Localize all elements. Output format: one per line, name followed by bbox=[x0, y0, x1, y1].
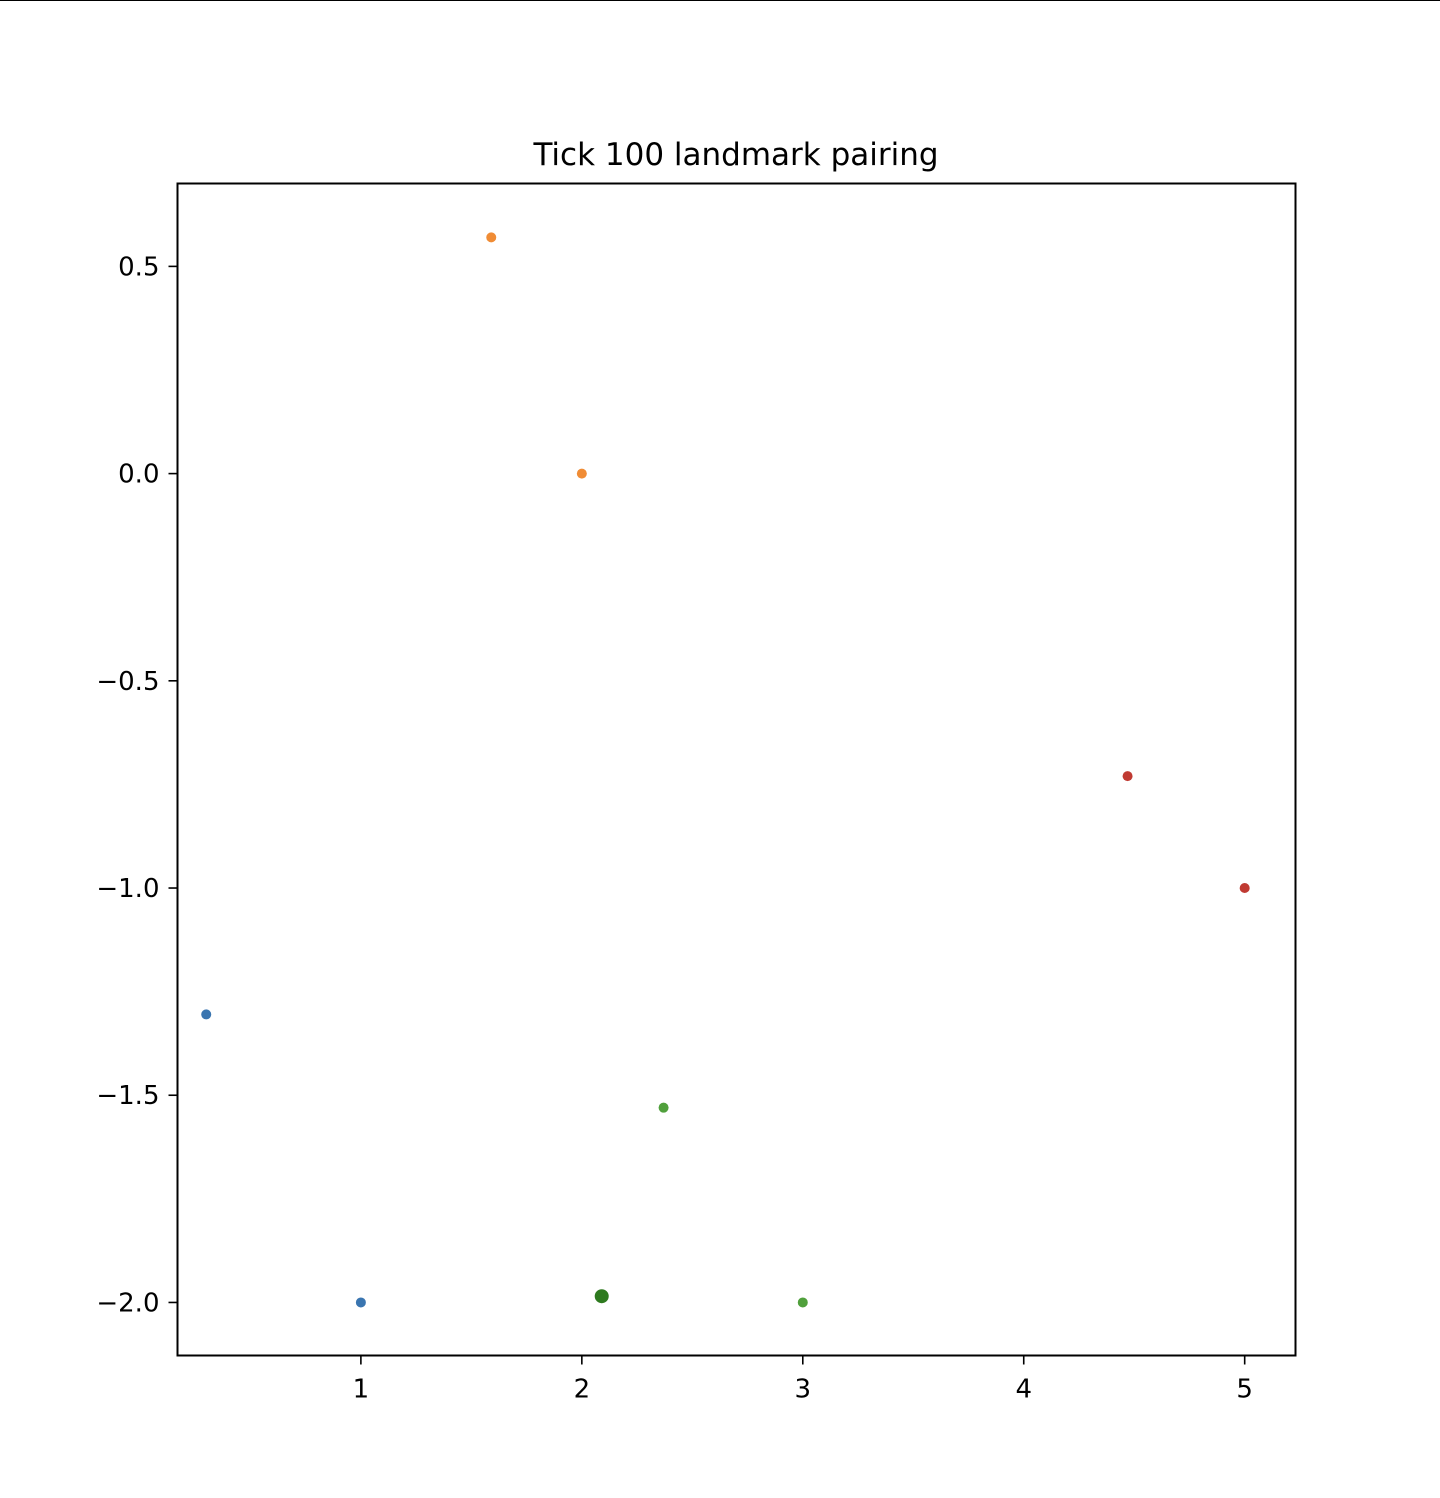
y-tick-label: −2.0 bbox=[96, 1288, 159, 1318]
data-point bbox=[201, 1009, 212, 1020]
data-point bbox=[1239, 883, 1250, 894]
y-tick-label: −0.5 bbox=[96, 667, 159, 697]
x-tick-label: 2 bbox=[574, 1375, 591, 1405]
x-tick-label: 5 bbox=[1236, 1375, 1253, 1405]
y-tick-label: 0.0 bbox=[118, 460, 159, 490]
x-tick-label: 1 bbox=[353, 1375, 370, 1405]
points-layer bbox=[201, 232, 1250, 1308]
data-point bbox=[658, 1102, 669, 1113]
y-axis: 0.5 0.0 −0.5 −1.0 −1.5 −2.0 bbox=[96, 252, 178, 1318]
x-tick-label: 3 bbox=[795, 1375, 812, 1405]
top-border-line bbox=[0, 0, 1440, 1]
y-tick-label: 0.5 bbox=[118, 252, 159, 282]
y-tick-label: −1.5 bbox=[96, 1081, 159, 1111]
x-axis: 1 2 3 4 5 bbox=[353, 1355, 1253, 1405]
x-tick-label: 4 bbox=[1015, 1375, 1032, 1405]
data-point bbox=[1122, 771, 1133, 782]
data-point bbox=[486, 232, 497, 243]
data-point bbox=[355, 1297, 366, 1308]
plot-frame bbox=[176, 182, 1297, 1357]
chart-title: Tick 100 landmark pairing bbox=[532, 137, 938, 173]
y-tick-label: −1.0 bbox=[96, 874, 159, 904]
data-point bbox=[594, 1289, 609, 1304]
data-point bbox=[797, 1297, 808, 1308]
data-point bbox=[576, 468, 587, 479]
